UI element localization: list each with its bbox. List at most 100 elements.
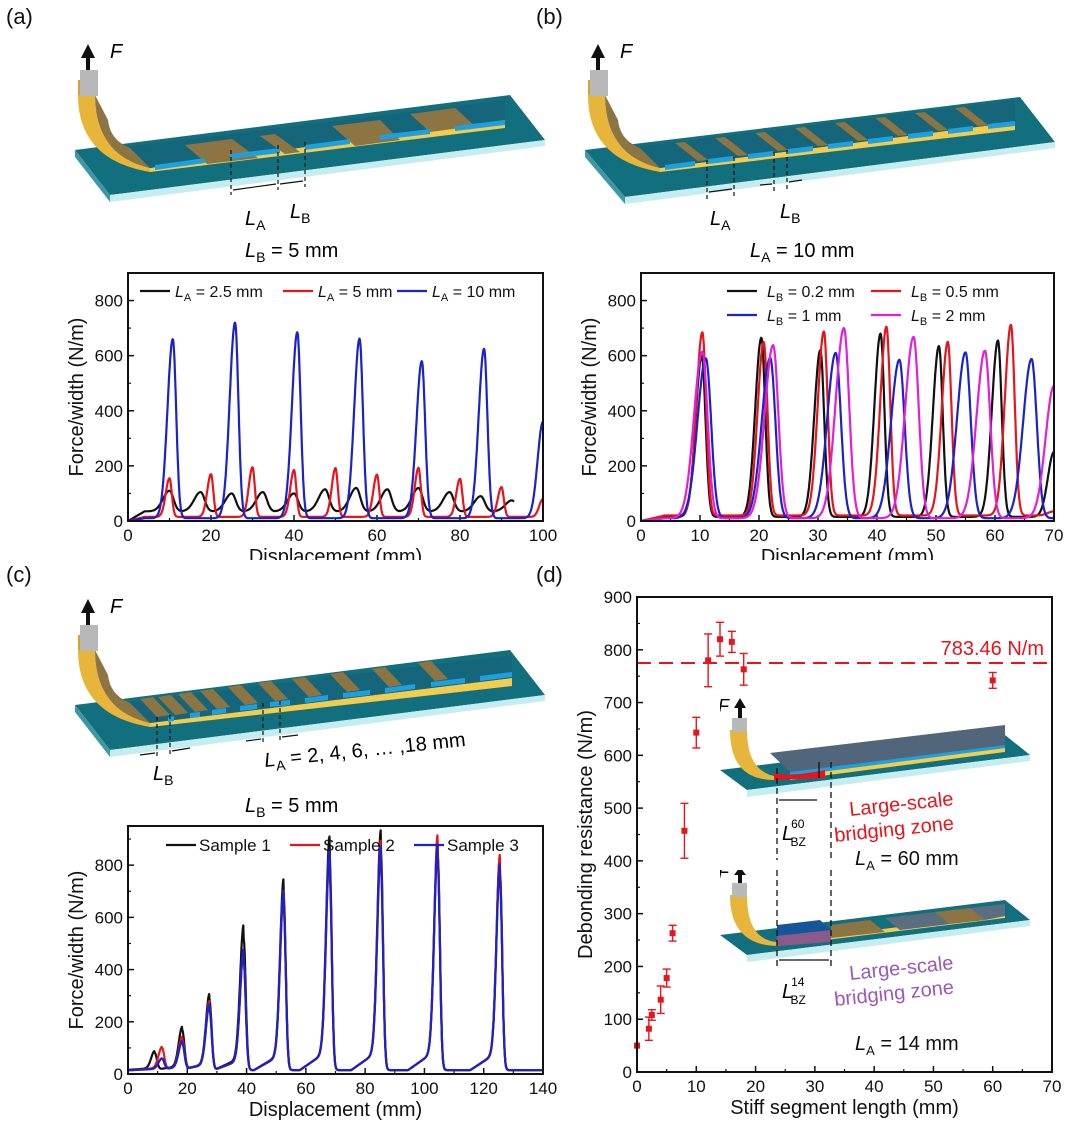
x-tick-label: 40	[285, 526, 304, 545]
y-tick-label: 800	[604, 641, 632, 660]
y-axis-label: Force/width (N/m)	[579, 318, 601, 477]
stiff-segments	[155, 108, 505, 170]
data-marker	[645, 1025, 652, 1032]
y-tick-label: 0	[623, 1063, 632, 1082]
panel-label-d: (d)	[536, 562, 563, 587]
schematic-c: F LB LA = 2, 4, 6, … ,18 mm LB = 5 mm	[75, 596, 545, 820]
lb-dim-label: LB	[290, 201, 310, 226]
panel-label-b: (b)	[536, 4, 563, 29]
force-label: F	[720, 870, 730, 882]
y-tick-label: 0	[114, 1065, 123, 1084]
la-sub: A	[866, 1043, 875, 1058]
bent-strip	[730, 895, 777, 946]
stiff-segments	[665, 107, 1015, 170]
data-point	[716, 621, 724, 657]
y-tick-label: 500	[604, 799, 632, 818]
legend: Sample 1 Sample 2 Sample 3	[166, 836, 519, 855]
chart-c: 0 20 40 60 80 100 120 140 0 200 400 600 800 Displacem…	[66, 825, 557, 1121]
bridging-zone-purple	[777, 930, 831, 946]
panel-label-c: (c)	[6, 562, 32, 587]
la-main: L	[855, 848, 867, 870]
x-tick-label: 50	[924, 1077, 943, 1096]
y-tick-label: 200	[95, 457, 123, 476]
legend-label: LB = 2 mm	[911, 308, 985, 328]
yellow-layer	[790, 748, 1005, 780]
dimension-arrows	[708, 179, 803, 193]
legend-label: Sample 3	[447, 836, 519, 855]
dimension-arrows	[139, 734, 299, 756]
x-axis-label: Displacement (mm)	[761, 546, 934, 560]
data-marker	[989, 677, 996, 684]
y-tick-label: 400	[608, 402, 636, 421]
legend-label: LB = 0.5 mm	[911, 284, 999, 304]
y-axis-label: Force/width (N/m)	[66, 318, 88, 477]
x-tick-label: 30	[805, 1077, 824, 1096]
la-60-label: LA = 60 mm	[855, 848, 959, 873]
x-axis-label: Displacement (mm)	[249, 1099, 422, 1121]
debonded-strip	[770, 725, 1005, 772]
data-marker	[693, 729, 700, 736]
x-tick-label: 0	[123, 1079, 132, 1098]
data-marker	[740, 666, 747, 673]
legend-label: LB = 1 mm	[767, 308, 841, 328]
data-marker	[681, 827, 688, 834]
force-label: F	[110, 41, 124, 63]
la-rest: = 14 mm	[874, 1033, 959, 1055]
data-point	[656, 985, 665, 1015]
schematic-a: F LA LB LB = 5 mm	[75, 41, 545, 265]
la-dim-label: LA	[245, 208, 266, 233]
force-arrow-icon	[734, 870, 746, 883]
x-tick-label: 60	[296, 1079, 315, 1098]
plot-frame	[127, 272, 544, 522]
series-line-2	[128, 843, 543, 1072]
x-tick-label: 20	[202, 526, 221, 545]
y-tick-label: 600	[604, 746, 632, 765]
lb-dim-label: LB	[780, 201, 800, 226]
x-tick-label: 20	[746, 1077, 765, 1096]
chart-b: 0 10 20 30 40 50 60 70 0 200 400 600 800 Displacement…	[579, 272, 1063, 560]
y-tick-label: 400	[95, 961, 123, 980]
force-label: F	[110, 596, 124, 618]
y-tick-label: 800	[95, 856, 123, 875]
series-line-0	[128, 486, 515, 521]
x-axis-label: Stiff segment length (mm)	[730, 1097, 959, 1119]
series-line-2	[641, 351, 1054, 521]
data-marker	[717, 636, 723, 643]
y-tick-label: 200	[608, 457, 636, 476]
schematic-b: F LA LB LA = 10 mm	[585, 41, 1055, 265]
force-arrow-icon	[734, 698, 746, 718]
x-tick-label: 40	[237, 1079, 256, 1098]
pull-tab	[732, 883, 747, 897]
lbz-14-label: L14 BZ	[782, 975, 806, 1007]
data-point	[988, 671, 997, 690]
x-tick-label: 50	[927, 526, 946, 545]
y-tick-label: 600	[95, 347, 123, 366]
x-tick-label: 80	[356, 1079, 375, 1098]
legend: LA = 2.5 mm LA = 5 mm LA = 10 mm	[140, 284, 515, 304]
series-line-2	[128, 321, 543, 521]
series-line-1	[128, 834, 543, 1072]
legend-label: Sample 2	[323, 836, 395, 855]
x-tick-label: 140	[529, 1079, 557, 1098]
schematic-caption: LA = 10 mm	[750, 240, 854, 265]
x-tick-label: 0	[123, 526, 132, 545]
lb-dim-label: LB	[153, 763, 173, 788]
soft-segment	[970, 904, 1005, 920]
force-label: F	[620, 41, 634, 63]
stiff-segment	[935, 908, 985, 924]
y-tick-label: 200	[604, 957, 632, 976]
schematic-caption: LB = 5 mm	[245, 795, 338, 820]
force-label: F	[720, 696, 730, 716]
chart-d: 0 10 20 30 40 50 60 700100200300400500600700800…	[575, 588, 1061, 1119]
y-tick-label: 800	[95, 292, 123, 311]
x-tick-label: 80	[451, 526, 470, 545]
stiff-segment	[831, 920, 885, 938]
pull-tab	[590, 44, 608, 96]
legend: LB = 0.2 mm LB = 0.5 mm LB = 1 mm LB = 2 mm	[727, 284, 999, 328]
x-tick-label: 100	[410, 1079, 438, 1098]
x-axis-label: Displacement (mm)	[249, 546, 422, 560]
x-tick-label: 0	[632, 1077, 641, 1096]
zone-dashed-lines	[776, 762, 832, 860]
x-tick-label: 10	[691, 526, 710, 545]
